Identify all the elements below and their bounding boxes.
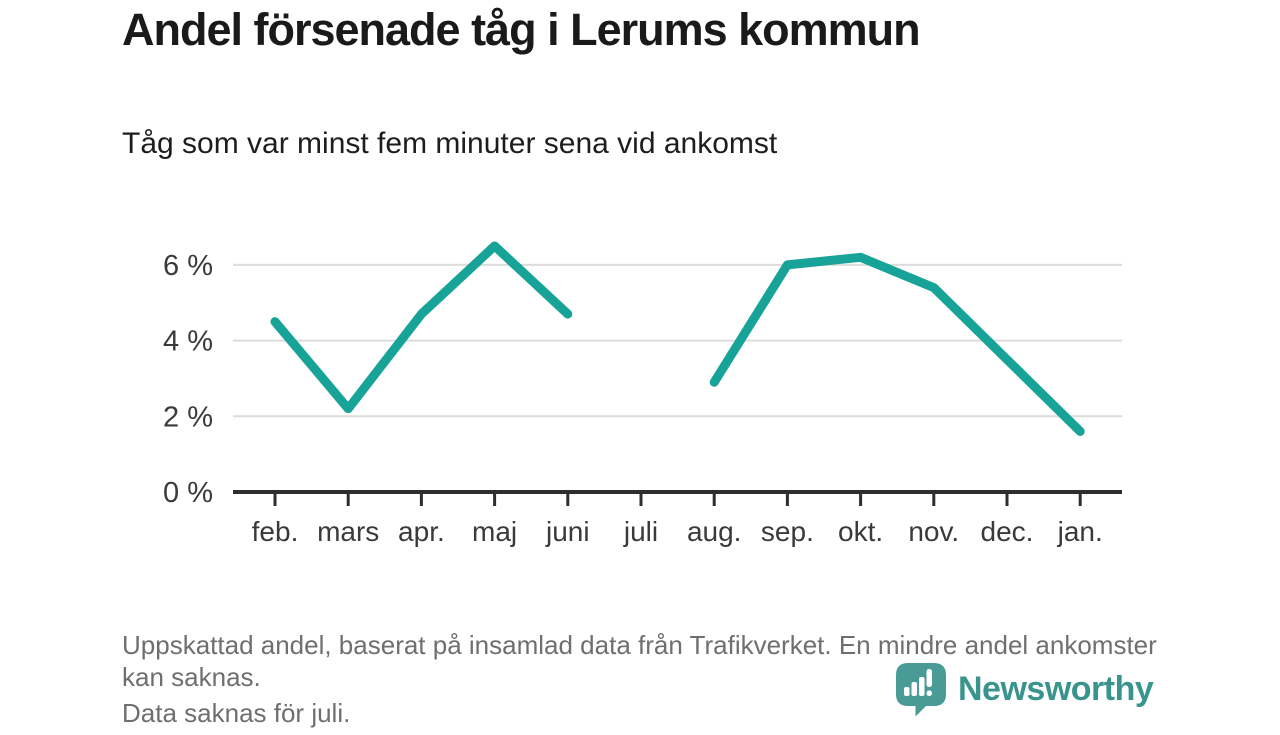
x-tick-label: dec.: [981, 516, 1034, 547]
x-tick-label: aug.: [687, 516, 742, 547]
series-line: [709, 252, 1085, 436]
x-tick-label: okt.: [838, 516, 883, 547]
x-tick-label: juni: [545, 516, 590, 547]
page-title: Andel försenade tåg i Lerums kommun: [122, 4, 921, 55]
y-tick-label: 6 %: [163, 250, 213, 282]
x-tick-label: juli: [623, 516, 658, 547]
x-tick-label: maj: [472, 516, 517, 547]
y-tick-label: 0 %: [163, 477, 213, 509]
series-line: [270, 241, 573, 414]
x-tick-label: apr.: [398, 516, 445, 547]
chart-subtitle: Tåg som var minst fem minuter sena vid a…: [122, 127, 778, 160]
x-tick-label: mars: [317, 516, 379, 547]
y-tick-label: 4 %: [163, 326, 213, 358]
x-tick-label: sep.: [761, 516, 814, 547]
newsworthy-bubble-chart-icon: [896, 663, 946, 717]
y-tick-label: 2 %: [163, 401, 213, 433]
chart-card: Andel försenade tåg i Lerums kommun Tåg …: [122, 4, 1157, 729]
line-chart: 0 % 2 % 4 % 6 % feb. mars apr. maj juni juli aug. s…: [163, 241, 1122, 547]
x-tick-label: feb.: [252, 516, 299, 547]
x-tick-label: jan.: [1057, 516, 1103, 547]
newsworthy-wordmark: Newsworthy: [958, 669, 1154, 708]
source-note: Uppskattad andel, baserat på insamlad da…: [122, 630, 1157, 692]
newsworthy-logo: Newsworthy: [894, 661, 1154, 717]
x-tick-label: nov.: [908, 516, 959, 547]
